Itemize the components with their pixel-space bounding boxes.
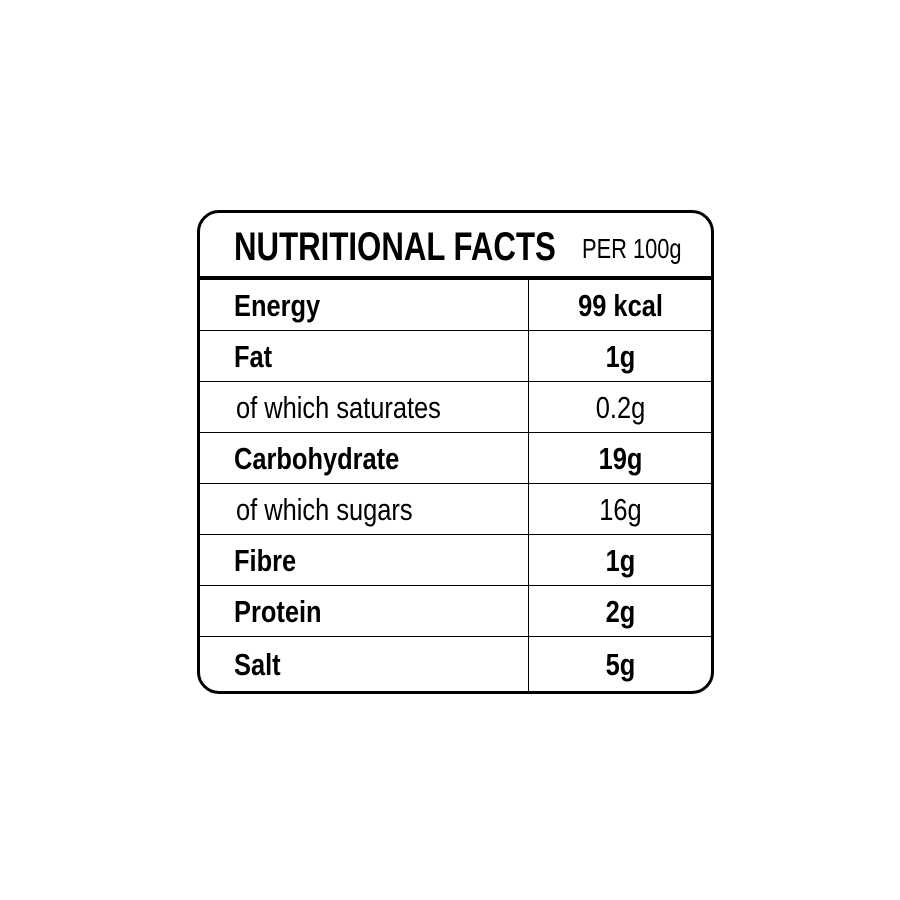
column-divider: [528, 279, 529, 691]
nutrient: Energy: [234, 287, 321, 323]
amount: 2g: [605, 593, 636, 629]
table-row: Protein 2g: [200, 585, 711, 637]
amount: 16g: [599, 491, 642, 527]
title: NUTRITIONAL FACTS: [234, 225, 556, 269]
table-row: Salt 5g: [200, 636, 711, 691]
table-row: of which sugars 16g: [200, 483, 711, 535]
table-row: Fat 1g: [200, 330, 711, 382]
amount: 19g: [598, 440, 643, 476]
nutrient: Carbohydrate: [234, 440, 400, 476]
nutrient: of which saturates: [236, 389, 441, 425]
amount: 1g: [605, 338, 636, 374]
table-row: Carbohydrate 19g: [200, 432, 711, 484]
amount: 1g: [605, 542, 636, 578]
amount: 0.2g: [595, 389, 646, 425]
table-row: Fibre 1g: [200, 534, 711, 586]
table-row: Energy 99 kcal: [200, 279, 711, 331]
nutrition-table: NUTRITIONAL FACTS PER 100g Energy 99 kcal…: [197, 210, 714, 694]
amount: 99 kcal: [578, 287, 663, 323]
nutrient: of which sugars: [236, 491, 413, 527]
table-row: of which saturates 0.2g: [200, 381, 711, 433]
subtitle: PER 100g: [582, 233, 682, 264]
table-header: NUTRITIONAL FACTS PER 100g: [200, 213, 711, 279]
nutrient: Salt: [234, 646, 281, 682]
nutrient: Protein: [234, 593, 322, 629]
nutrient: Fibre: [234, 542, 297, 578]
nutrient: Fat: [234, 338, 273, 374]
amount: 5g: [605, 646, 636, 682]
